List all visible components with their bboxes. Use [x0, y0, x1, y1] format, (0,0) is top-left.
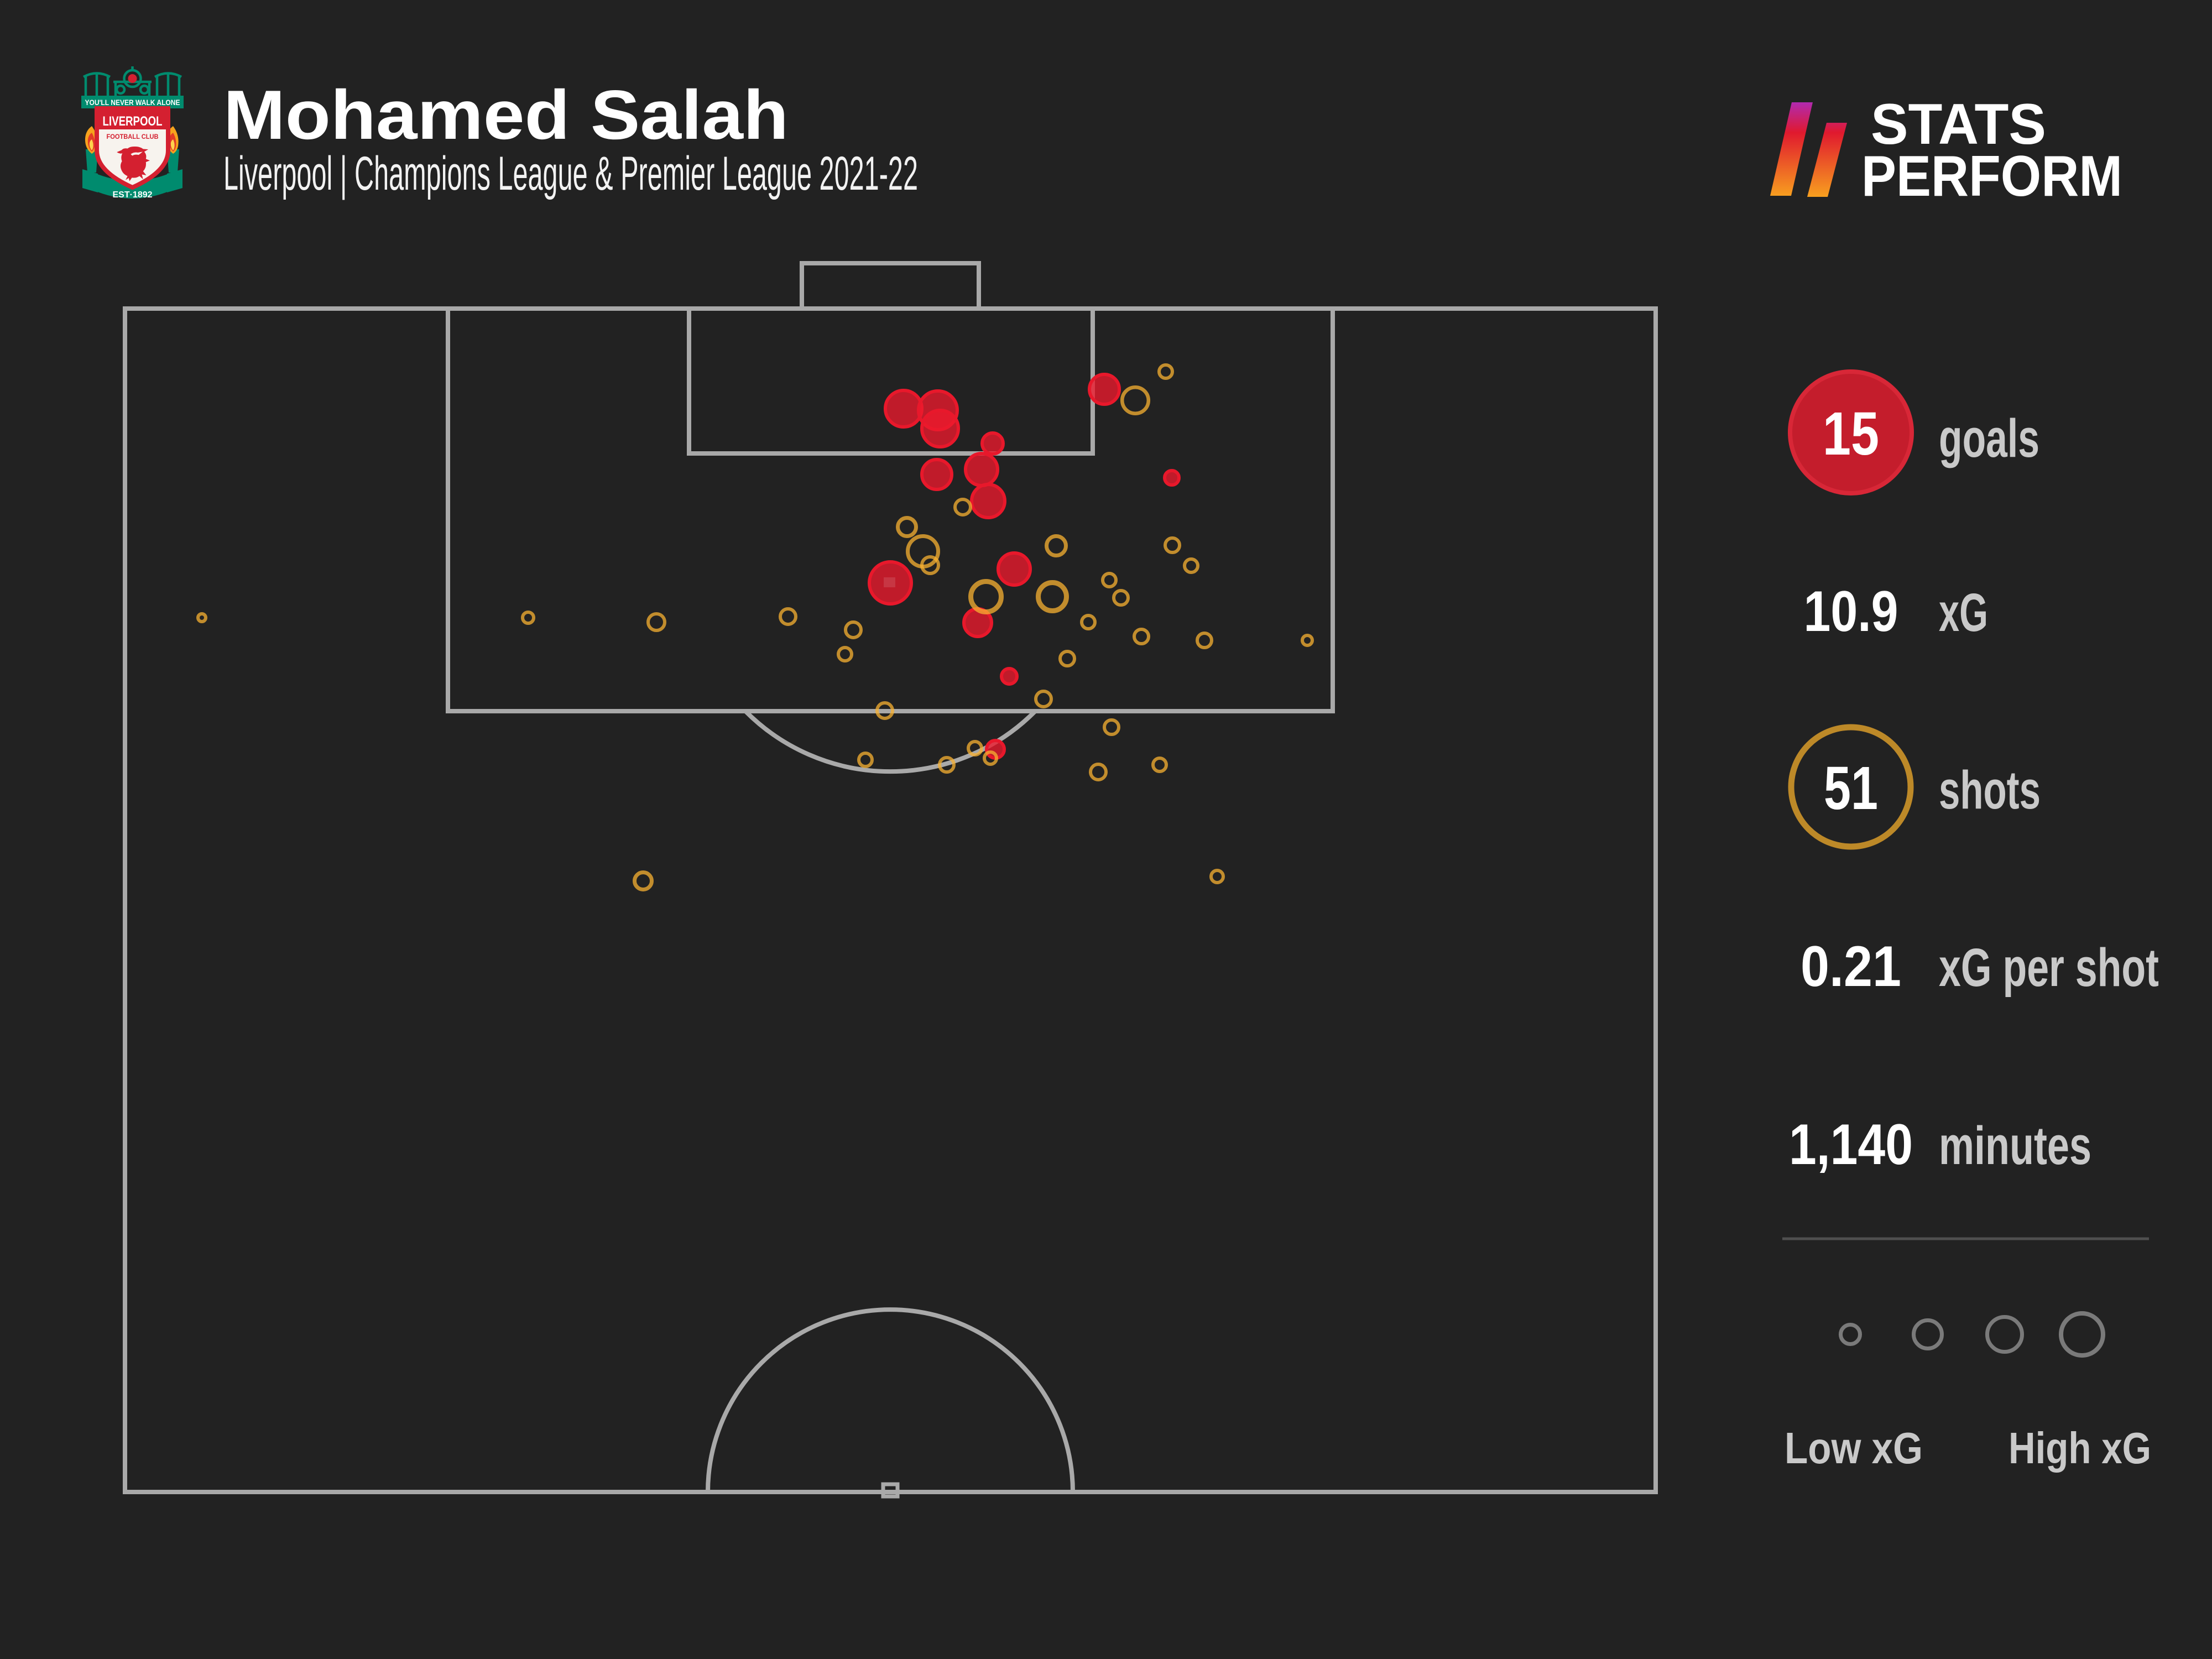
- svg-text:EST·1892: EST·1892: [113, 190, 153, 200]
- svg-text:Mohamed Salah: Mohamed Salah: [223, 76, 789, 154]
- svg-text:goals: goals: [1939, 408, 2039, 468]
- svg-text:LIVERPOOL: LIVERPOOL: [103, 114, 163, 129]
- svg-text:High xG: High xG: [2008, 1423, 2151, 1473]
- svg-text:PERFORM: PERFORM: [1861, 144, 2122, 208]
- svg-text:FOOTBALL CLUB: FOOTBALL CLUB: [107, 133, 159, 140]
- svg-text:Liverpool | Champions League &: Liverpool | Champions League & Premier L…: [223, 147, 918, 200]
- svg-text:shots: shots: [1939, 760, 2041, 820]
- svg-text:Low xG: Low xG: [1785, 1423, 1923, 1473]
- svg-text:YOU'LL NEVER WALK ALONE: YOU'LL NEVER WALK ALONE: [85, 98, 180, 107]
- svg-text:minutes: minutes: [1939, 1115, 2091, 1176]
- svg-text:1,140: 1,140: [1789, 1113, 1913, 1177]
- svg-text:STATS: STATS: [1871, 92, 2046, 156]
- svg-text:xG per shot: xG per shot: [1939, 937, 2159, 998]
- svg-text:51: 51: [1824, 754, 1878, 822]
- svg-text:15: 15: [1823, 400, 1879, 468]
- svg-text:0.21: 0.21: [1801, 935, 1901, 999]
- svg-text:10.9: 10.9: [1804, 580, 1898, 644]
- svg-text:xG: xG: [1939, 582, 1988, 643]
